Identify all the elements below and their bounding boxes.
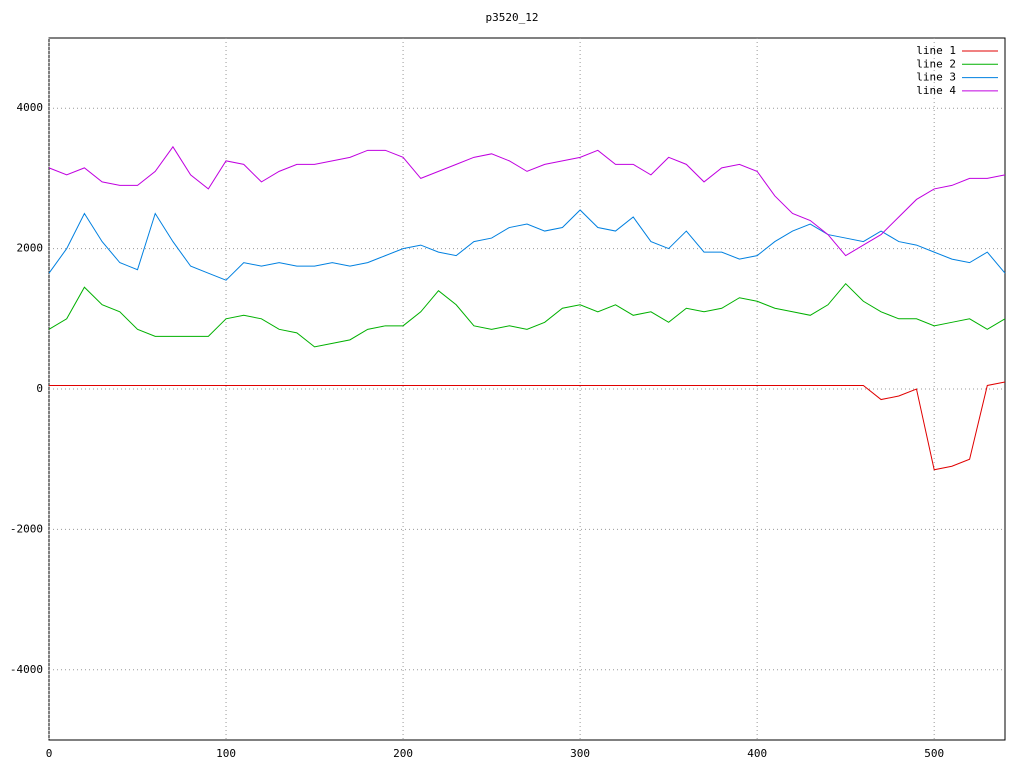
y-tick-label: 4000 <box>17 101 44 114</box>
y-tick-label: 2000 <box>17 242 44 255</box>
legend-label: line 1 <box>916 44 956 57</box>
series-line <box>48 209 1006 281</box>
x-tick-label: 400 <box>747 747 767 760</box>
x-tick-label: 500 <box>924 747 944 760</box>
legend-label: line 2 <box>916 57 956 70</box>
y-tick-label: -2000 <box>10 522 43 535</box>
chart-title: p3520_12 <box>486 11 539 24</box>
x-tick-label: 200 <box>393 747 413 760</box>
y-tick-label: 0 <box>36 382 43 395</box>
legend-label: line 4 <box>916 84 956 97</box>
series-line <box>48 282 1006 348</box>
legend-label: line 3 <box>916 71 956 84</box>
x-tick-label: 100 <box>216 747 236 760</box>
x-tick-label: 300 <box>570 747 590 760</box>
series-line <box>48 145 1006 257</box>
y-tick-label: -4000 <box>10 663 43 676</box>
series-line <box>49 381 1006 471</box>
x-tick-label: 0 <box>46 747 53 760</box>
